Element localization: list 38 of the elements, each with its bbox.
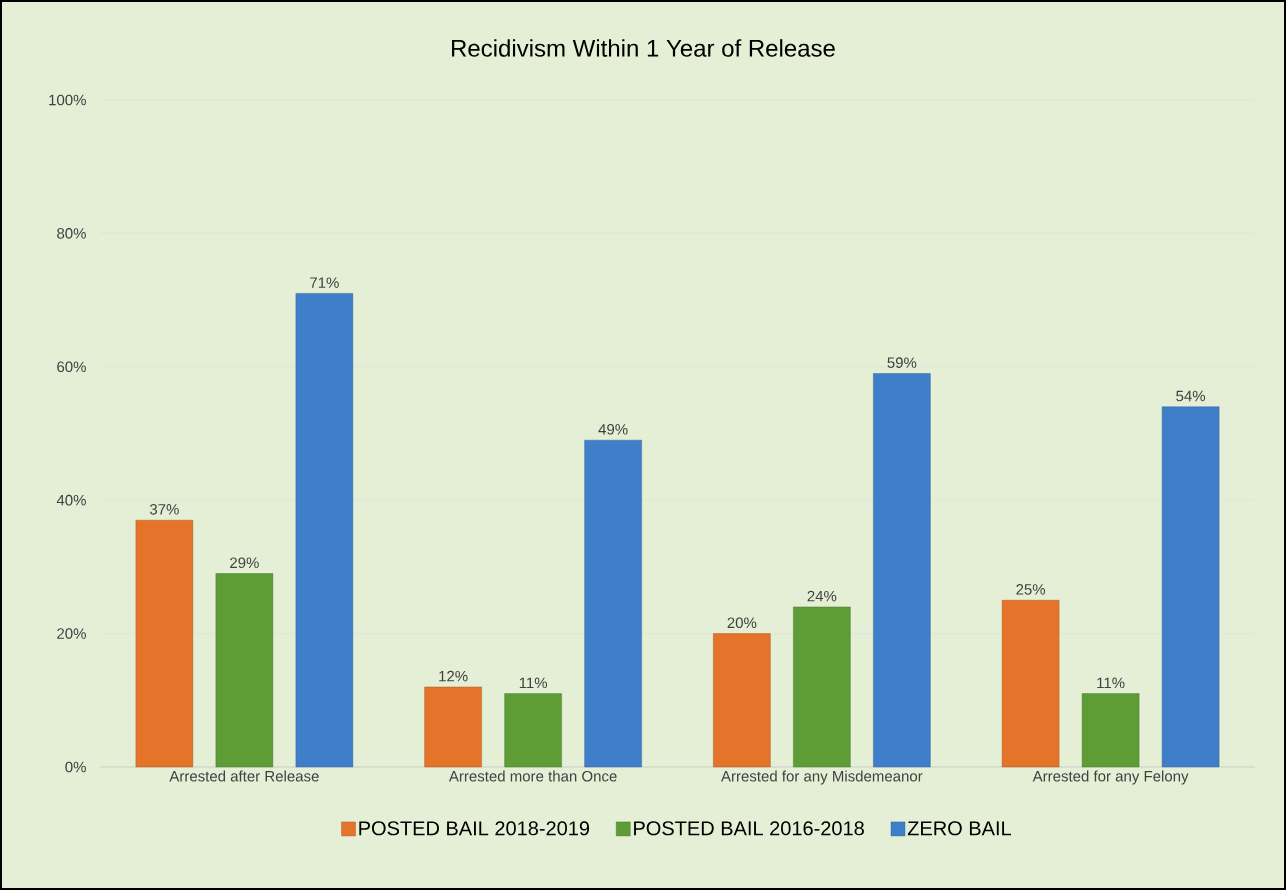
data-label: 11% <box>519 677 548 689</box>
y-tick-label: 40% <box>56 494 86 506</box>
bar <box>584 439 642 768</box>
y-tick-label: 100% <box>49 94 86 106</box>
x-tick-label: Arrested more than Once <box>448 770 617 782</box>
bar <box>1081 693 1140 768</box>
bar <box>793 606 851 768</box>
legend-label: POSTED BAIL 2016-2018 <box>634 821 864 836</box>
y-tick-label: 20% <box>57 628 86 639</box>
data-label: 59% <box>887 357 917 368</box>
data-label: 24% <box>807 590 837 602</box>
x-tick-label: Arrested for any Felony <box>1032 770 1189 785</box>
bar <box>135 520 194 768</box>
data-label: 11% <box>1097 677 1125 689</box>
bar <box>215 573 274 768</box>
y-tick-label: 60% <box>57 361 86 373</box>
bar <box>1161 406 1220 768</box>
data-label: 49% <box>598 424 628 435</box>
y-tick-label: 0% <box>65 761 86 773</box>
legend-label: POSTED BAIL 2018-2019 <box>359 821 590 836</box>
data-label: 12% <box>439 670 468 682</box>
bar <box>295 293 354 768</box>
bar <box>1001 600 1060 768</box>
bar <box>713 633 771 768</box>
data-label: 37% <box>149 504 179 515</box>
chart-title: Recidivism Within 1 Year of Release <box>452 39 835 57</box>
data-label: 29% <box>230 557 259 569</box>
data-label: 25% <box>1016 584 1046 595</box>
x-tick-label: Arrested for any Misdemeanor <box>721 770 923 785</box>
legend-label: ZERO BAIL <box>907 821 1011 836</box>
bar <box>873 373 931 768</box>
bar <box>504 693 562 768</box>
data-label: 54% <box>1176 390 1206 402</box>
x-tick-label: Arrested after Release <box>169 770 319 782</box>
bar <box>424 686 482 768</box>
y-tick-label: 80% <box>57 228 86 239</box>
data-label: 71% <box>310 277 339 288</box>
data-label: 20% <box>727 617 757 629</box>
